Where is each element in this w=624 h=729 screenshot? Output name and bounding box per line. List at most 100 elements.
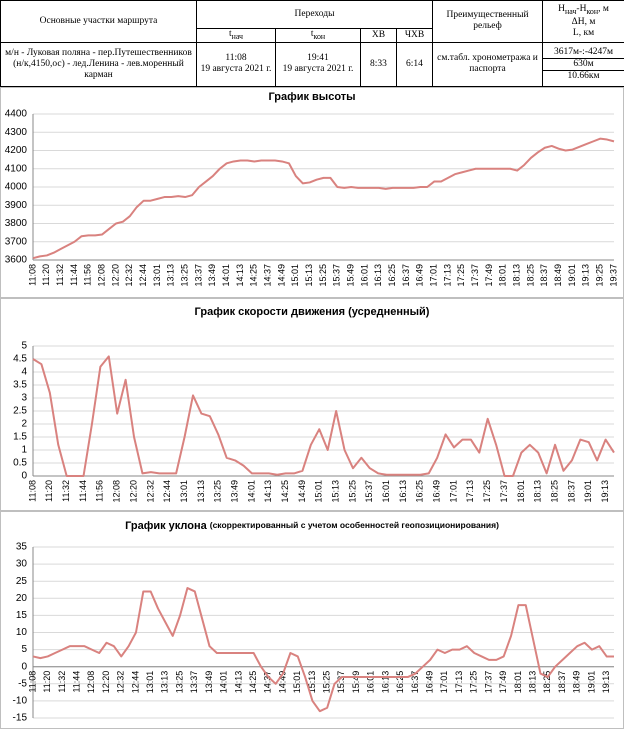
cell: 3617м-:-4247м 630м 10.66км bbox=[542, 41, 624, 87]
x-tick-label: 16:49 bbox=[425, 671, 435, 694]
header-length: L, км bbox=[572, 27, 595, 38]
x-tick-label: 19:01 bbox=[567, 264, 577, 287]
x-tick-label: 11:56 bbox=[83, 264, 93, 286]
x-tick-label: 15:37 bbox=[336, 671, 346, 694]
y-tick-label: 0.5 bbox=[13, 458, 27, 469]
x-tick-label: 15:01 bbox=[314, 480, 324, 503]
x-tick-label: 17:13 bbox=[465, 480, 475, 503]
cell: см.табл. хронометража и паспорта bbox=[432, 41, 543, 87]
x-tick-label: 15:13 bbox=[307, 671, 317, 694]
x-tick-label: 16:49 bbox=[415, 264, 425, 287]
y-tick-label: 3600 bbox=[5, 255, 28, 266]
x-tick-label: 11:32 bbox=[57, 671, 67, 693]
x-tick-label: 12:08 bbox=[86, 671, 96, 694]
x-tick-label: 11:44 bbox=[69, 264, 79, 286]
x-tick-label: 19:01 bbox=[583, 480, 593, 503]
x-tick-label: 19:13 bbox=[581, 264, 591, 287]
header-cell: Hнач-Hкон, м ΔH, м L, км bbox=[542, 0, 624, 43]
x-tick-label: 13:13 bbox=[196, 480, 206, 503]
time: 11:08 bbox=[225, 53, 247, 64]
chart: График уклона (скорректированный с учетом… bbox=[0, 511, 624, 729]
x-tick-label: 11:56 bbox=[95, 480, 105, 502]
x-tick-label: 19:01 bbox=[586, 671, 596, 694]
x-tick-label: 11:32 bbox=[55, 264, 65, 286]
x-tick-label: 18:01 bbox=[516, 480, 526, 503]
t: t bbox=[228, 29, 232, 39]
x-tick-label: 19:37 bbox=[608, 264, 618, 287]
y-tick-label: 4 bbox=[21, 367, 27, 378]
date: 19 августа 2021 г. bbox=[282, 64, 354, 75]
x-tick-label: 12:08 bbox=[112, 480, 122, 503]
x-tick-label: 12:44 bbox=[130, 671, 140, 694]
x-tick-label: 19:25 bbox=[595, 264, 605, 287]
x-tick-label: 14:01 bbox=[219, 671, 229, 694]
x-tick-label: 17:49 bbox=[498, 671, 508, 694]
x-tick-label: 16:25 bbox=[387, 264, 397, 287]
header-delta: ΔH, м bbox=[571, 16, 596, 27]
x-tick-label: 12:44 bbox=[138, 264, 148, 287]
x-tick-label: 11:20 bbox=[44, 480, 54, 502]
x-tick-label: 15:25 bbox=[347, 480, 357, 503]
x-tick-label: 14:25 bbox=[249, 264, 259, 287]
x-tick-label: 12:20 bbox=[101, 671, 111, 694]
header-cell: Переходы bbox=[196, 0, 433, 29]
x-tick-label: 15:13 bbox=[331, 480, 341, 503]
x-tick-label: 18:49 bbox=[553, 264, 563, 287]
y-tick-label: 4400 bbox=[5, 109, 28, 120]
x-tick-label: 18:13 bbox=[512, 264, 522, 287]
x-tick-label: 13:49 bbox=[207, 264, 217, 287]
x-tick-label: 13:01 bbox=[145, 671, 155, 694]
route: м/н - Луковая поляна - пер.Путешественни… bbox=[5, 47, 192, 80]
x-tick-label: 13:49 bbox=[204, 671, 214, 694]
x-tick-label: 18:37 bbox=[539, 264, 549, 287]
x-tick-label: 13:01 bbox=[152, 264, 162, 287]
x-tick-label: 19:13 bbox=[600, 480, 610, 503]
x-tick-label: 14:13 bbox=[263, 480, 273, 503]
title-text: График уклона bbox=[125, 520, 208, 532]
x-tick-label: 14:37 bbox=[263, 264, 273, 287]
x-tick-label: 13:49 bbox=[229, 480, 239, 503]
divider bbox=[543, 69, 624, 71]
x-tick-label: 13:13 bbox=[166, 264, 176, 287]
x-tick-label: 17:37 bbox=[499, 480, 509, 503]
x-tick-label: 14:25 bbox=[248, 671, 258, 694]
x-tick-label: 18:01 bbox=[513, 671, 523, 694]
data-line bbox=[32, 355, 615, 477]
x-tick-label: 12:20 bbox=[128, 480, 138, 503]
sub: нач bbox=[565, 6, 577, 16]
sub: кон bbox=[313, 31, 326, 41]
x-tick-label: 16:49 bbox=[432, 480, 442, 503]
x-tick-label: 16:37 bbox=[410, 671, 420, 694]
x-tick-label: 18:13 bbox=[527, 671, 537, 694]
h: -H bbox=[576, 4, 587, 14]
x-tick-label: 18:37 bbox=[557, 671, 567, 694]
y-tick-label: 1 bbox=[21, 445, 27, 456]
y-tick-label: -15 bbox=[13, 713, 28, 724]
x-tick-label: 15:37 bbox=[364, 480, 374, 503]
x-tick-label: 17:01 bbox=[439, 671, 449, 694]
x-tick-label: 12:32 bbox=[124, 264, 134, 287]
relief: см.табл. хронометража и паспорта bbox=[437, 53, 538, 75]
x-tick-label: 15:01 bbox=[290, 264, 300, 287]
h: H bbox=[558, 4, 566, 14]
x-tick-label: 13:13 bbox=[160, 671, 170, 694]
y-tick-label: 4300 bbox=[5, 127, 28, 138]
y-tick-label: 35 bbox=[16, 542, 28, 553]
subtitle-text: (скорректированный с учетом особенностей… bbox=[210, 520, 499, 530]
header-cell: tнач bbox=[196, 28, 276, 43]
x-tick-label: 14:13 bbox=[233, 671, 243, 694]
header-transitions: Переходы bbox=[294, 9, 335, 19]
x-tick-label: 18:13 bbox=[533, 480, 543, 503]
x-tick-label: 13:01 bbox=[179, 480, 189, 503]
y-tick-label: 4200 bbox=[5, 145, 28, 156]
x-tick-label: 16:01 bbox=[359, 264, 369, 287]
delta: 630м bbox=[573, 58, 594, 69]
y-tick-label: 5 bbox=[21, 644, 27, 655]
y-tick-label: 3 bbox=[21, 393, 27, 404]
x-tick-label: 13:25 bbox=[174, 671, 184, 694]
x-tick-label: 11:44 bbox=[78, 480, 88, 502]
x-tick-label: 14:49 bbox=[277, 671, 287, 694]
y-tick-label: 4000 bbox=[5, 182, 28, 193]
x-tick-label: 12:20 bbox=[110, 264, 120, 287]
